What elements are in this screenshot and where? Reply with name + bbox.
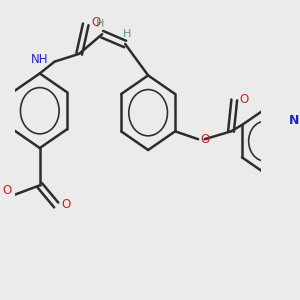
Text: O: O: [2, 184, 12, 197]
Text: O: O: [61, 199, 71, 212]
Text: N: N: [289, 114, 299, 127]
Text: H: H: [123, 29, 131, 39]
Text: O: O: [239, 93, 249, 106]
Text: H: H: [96, 20, 105, 29]
Text: NH: NH: [31, 53, 48, 66]
Text: O: O: [200, 133, 209, 146]
Text: O: O: [91, 16, 100, 29]
